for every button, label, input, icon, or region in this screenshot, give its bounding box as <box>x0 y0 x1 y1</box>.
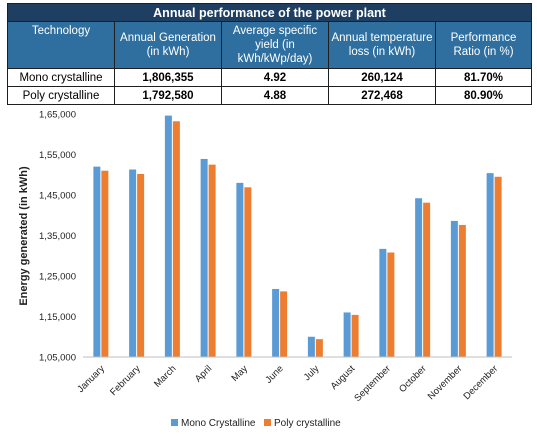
bar-poly-august <box>351 314 359 357</box>
table-header-row: Technology Annual Generation (in kWh) Av… <box>7 21 532 69</box>
x-tick-label: May <box>230 363 251 384</box>
x-tick-label: October <box>397 363 429 395</box>
performance-table: Annual performance of the power plant Te… <box>7 3 532 105</box>
bar-mono-september <box>379 248 387 357</box>
bar-mono-february <box>129 169 137 357</box>
x-tick-label: February <box>108 363 143 398</box>
cell-temperature-loss: 272,468 <box>328 86 436 105</box>
y-tick-label: 1,45,000 <box>39 191 76 202</box>
y-tick-label: 1,65,000 <box>39 110 76 121</box>
legend-swatch-mono <box>171 419 178 426</box>
header-performance-ratio: Performance Ratio (in %) <box>435 21 532 69</box>
bar-mono-october <box>415 198 423 357</box>
y-tick-label: 1,15,000 <box>39 312 76 323</box>
legend-label-mono: Mono Crystalline <box>181 418 256 429</box>
header-annual-generation: Annual Generation (in kWh) <box>114 21 222 69</box>
cell-annual-generation: 1,806,355 <box>114 68 222 87</box>
bar-poly-july <box>315 339 323 357</box>
bar-poly-june <box>280 291 288 357</box>
header-specific-yield: Average specific yield (in kWh/kWp/day) <box>221 21 329 69</box>
bar-mono-december <box>486 173 494 357</box>
bar-poly-november <box>458 224 466 357</box>
bar-mono-may <box>236 182 244 357</box>
bar-poly-may <box>244 187 252 357</box>
bar-mono-april <box>200 158 208 357</box>
cell-specific-yield: 4.88 <box>221 86 329 105</box>
bar-mono-march <box>164 115 172 358</box>
x-tick-label: November <box>426 363 465 402</box>
x-tick-label: July <box>302 363 322 383</box>
cell-technology: Mono crystalline <box>7 68 115 87</box>
x-tick-label: March <box>152 363 178 389</box>
y-axis: 1,05,000 1,15,000 1,25,000 1,35,000 1,45,000… <box>39 110 76 364</box>
legend-label-poly: Poly crystalline <box>274 418 341 429</box>
x-tick-label: September <box>352 363 393 404</box>
x-tick-label: August <box>329 363 358 392</box>
cell-annual-generation: 1,792,580 <box>114 86 222 105</box>
y-tick-label: 1,35,000 <box>39 231 76 242</box>
bar-mono-june <box>272 288 280 357</box>
bar-mono-july <box>307 336 315 357</box>
legend-swatch-poly <box>264 419 271 426</box>
x-tick-label: January <box>75 363 107 395</box>
bar-mono-january <box>93 166 101 357</box>
y-tick-label: 1,25,000 <box>39 272 76 283</box>
y-tick-label: 1,05,000 <box>39 353 76 364</box>
table-title: Annual performance of the power plant <box>7 3 532 22</box>
x-axis: January February March April May June July Augu… <box>75 356 512 404</box>
bar-poly-april <box>208 164 216 357</box>
cell-technology: Poly crystalline <box>7 86 115 105</box>
cell-temperature-loss: 260,124 <box>328 68 436 87</box>
header-temperature-loss: Annual temperature loss (in kWh) <box>328 21 436 69</box>
table-row: Poly crystalline 1,792,580 4.88 272,468 … <box>7 86 532 105</box>
y-tick-label: 1,55,000 <box>39 150 76 161</box>
x-tick-label: December <box>461 363 500 402</box>
bar-poly-february <box>137 173 145 357</box>
legend: Mono Crystalline Poly crystalline <box>171 418 341 429</box>
x-tick-label: April <box>193 363 214 384</box>
table-row: Mono crystalline 1,806,355 4.92 260,124 … <box>7 68 532 87</box>
bar-poly-october <box>423 202 431 357</box>
bar-mono-november <box>450 220 458 357</box>
bar-poly-march <box>172 121 180 357</box>
cell-performance-ratio: 80.90% <box>435 86 532 105</box>
bar-poly-september <box>387 252 395 357</box>
x-tick-label: June <box>263 363 285 385</box>
bar-poly-january <box>101 170 109 357</box>
bars <box>93 115 502 358</box>
bar-mono-august <box>343 312 351 357</box>
y-axis-title: Energy generated (in kWh) <box>18 166 30 306</box>
bar-poly-december <box>494 176 502 357</box>
